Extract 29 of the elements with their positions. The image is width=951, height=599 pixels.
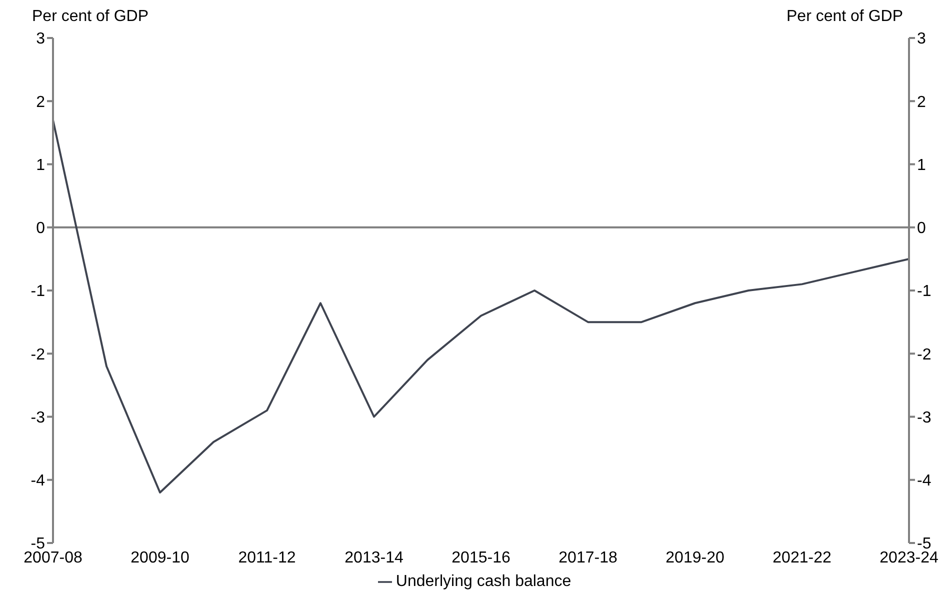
y-tick-label: -1 xyxy=(30,283,46,300)
x-tick-label: 2011-12 xyxy=(238,549,296,566)
y-tick-label: 1 xyxy=(36,156,46,174)
x-tick-label: 2017-18 xyxy=(558,549,618,566)
x-tick-label: 2009-10 xyxy=(130,549,190,566)
x-tick-label: 2013-14 xyxy=(344,549,404,566)
y-tick-label: 2 xyxy=(36,94,46,111)
x-tick-label: 2007-08 xyxy=(24,549,82,566)
y-axis-title: Per cent of GDP xyxy=(32,8,148,26)
y2-tick-label: -3 xyxy=(917,409,932,426)
y2-tick-label: 2 xyxy=(917,94,926,111)
x-tick-label: 2015-16 xyxy=(452,549,510,566)
x-tick-label: 2021-22 xyxy=(772,549,832,566)
y2-tick-label: 0 xyxy=(917,220,926,238)
line-series xyxy=(53,119,909,494)
x-tick-label: 2023-24 xyxy=(880,549,938,566)
y-tick-label: 0 xyxy=(36,220,46,238)
y2-tick-label: -2 xyxy=(917,346,932,364)
legend-label: Underlying cash balance xyxy=(396,573,572,590)
y2-tick-label: -1 xyxy=(917,283,932,300)
y2-tick-label: -4 xyxy=(917,472,932,490)
y-tick-label: -2 xyxy=(30,346,46,364)
y2-axis-title: Per cent of GDP xyxy=(786,8,903,26)
y-tick-label: -3 xyxy=(30,409,46,426)
y2-tick-label: 3 xyxy=(917,30,926,48)
y-tick-label: 3 xyxy=(36,30,46,48)
y2-tick-label: 1 xyxy=(917,156,926,174)
y-tick-label: -4 xyxy=(30,472,46,490)
x-tick-label: 2019-20 xyxy=(666,549,724,566)
